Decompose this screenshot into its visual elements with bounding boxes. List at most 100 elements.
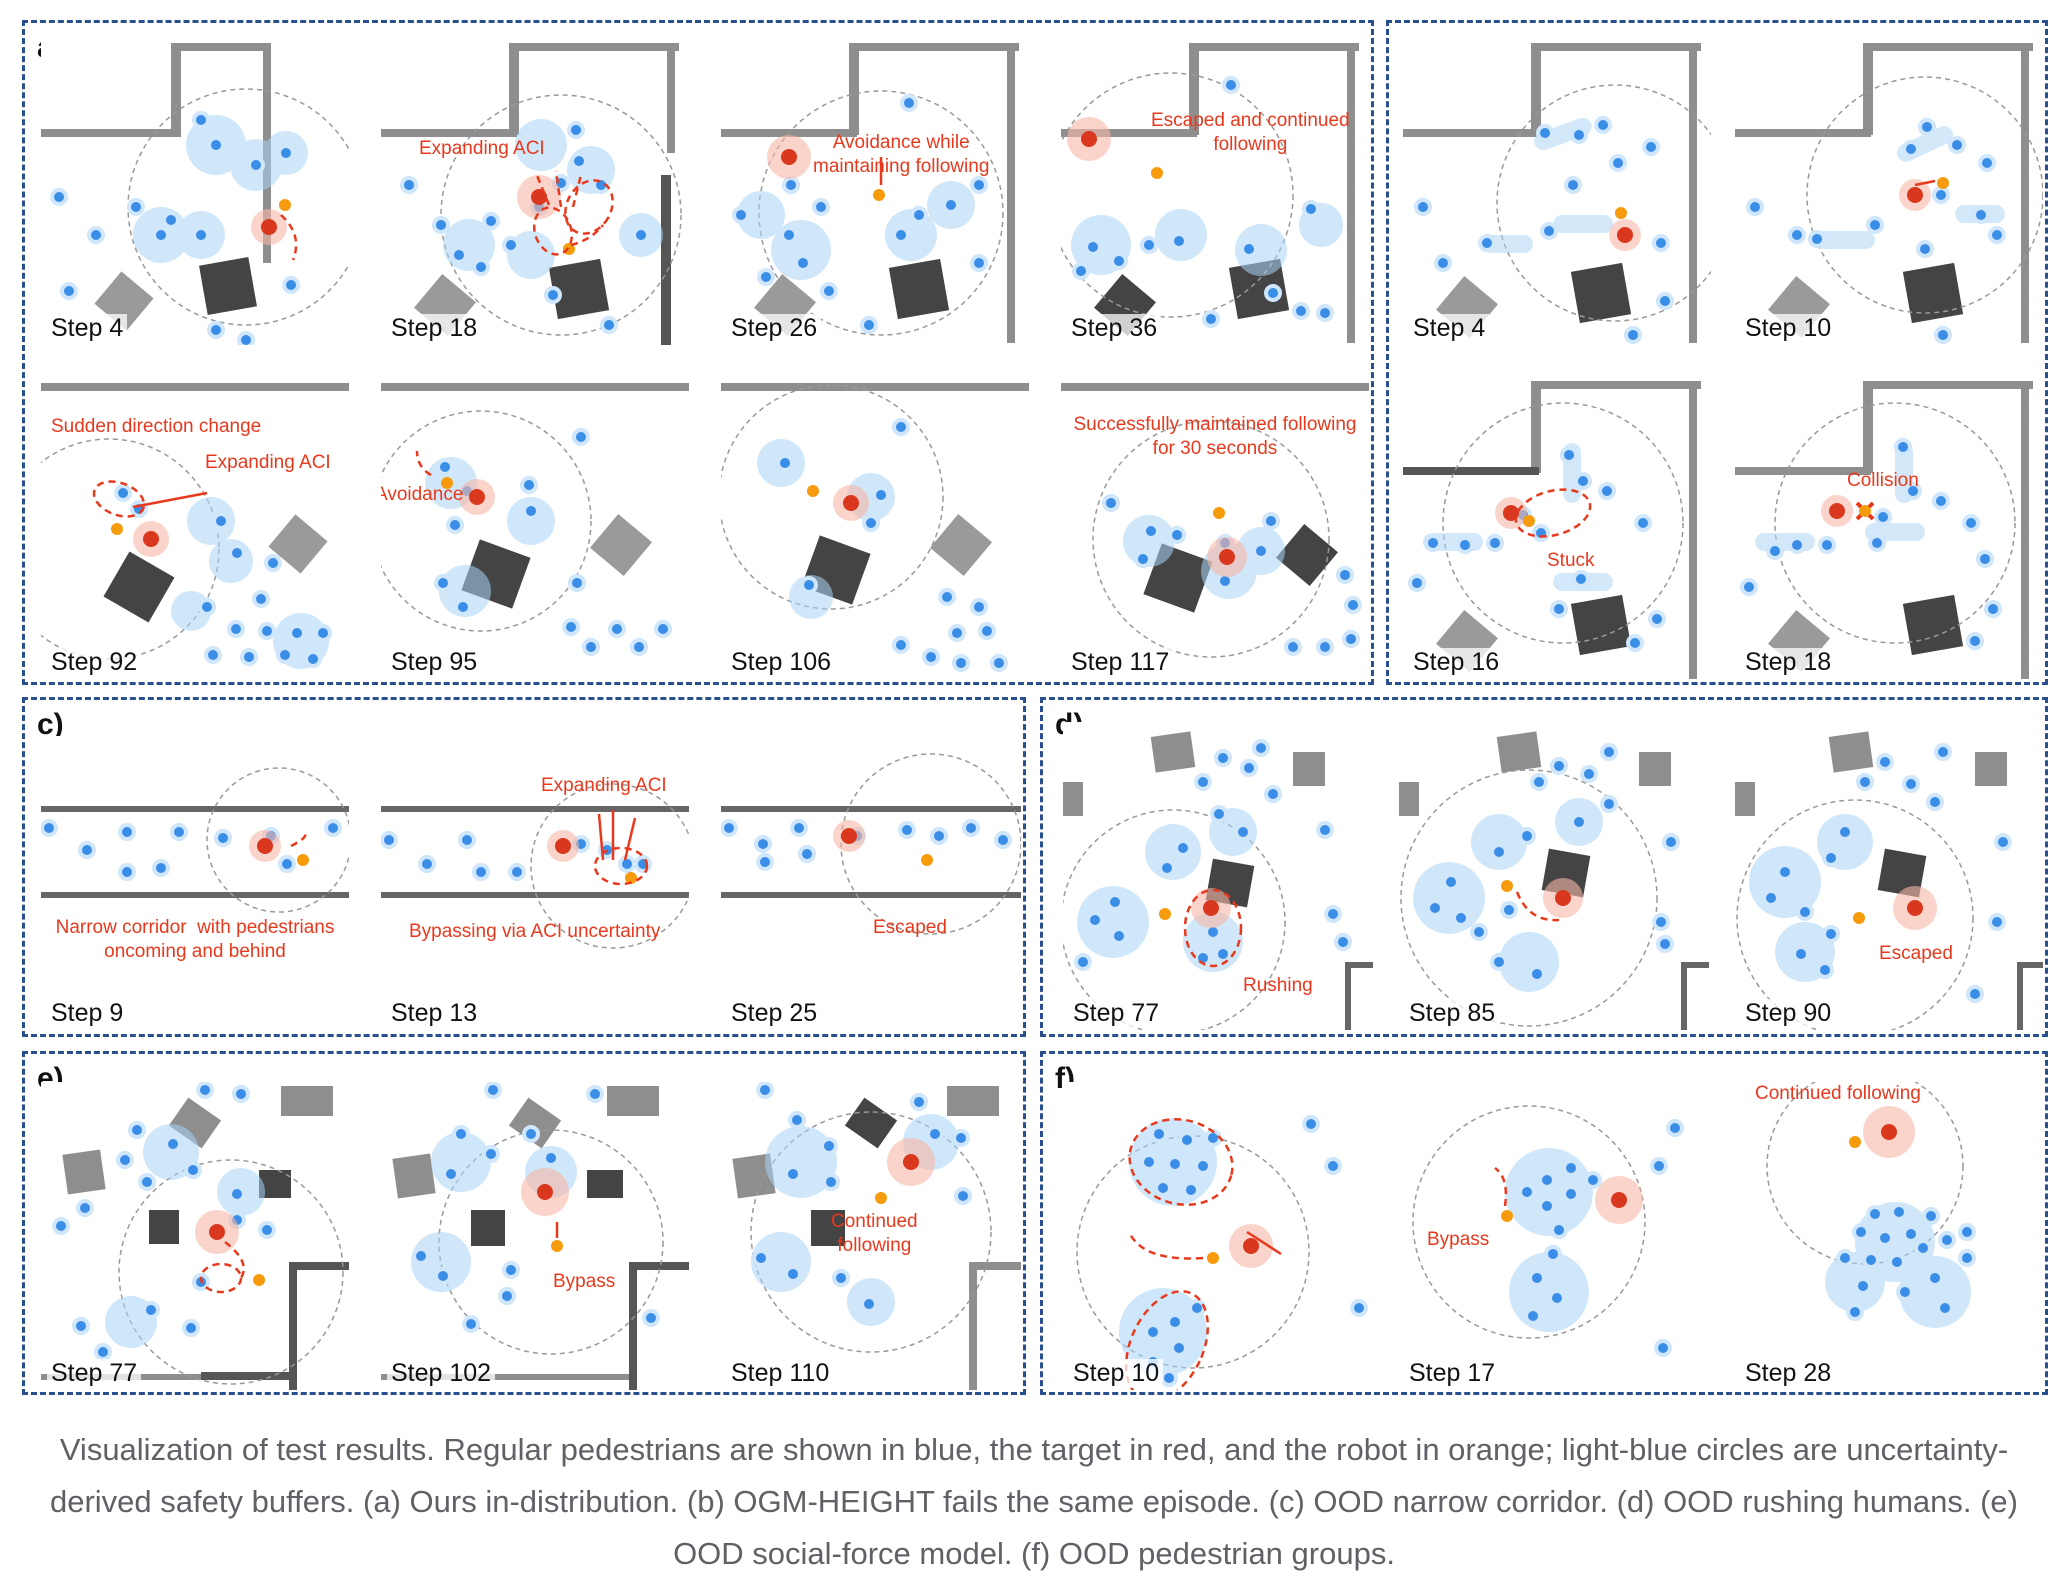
step-label: Step 13 — [387, 999, 482, 1028]
obstacle — [1403, 129, 1539, 137]
obstacle — [721, 806, 1021, 812]
robot — [1859, 505, 1871, 517]
target — [767, 135, 811, 179]
aci-circle — [440, 94, 682, 336]
robot — [1615, 207, 1627, 219]
obstacle — [661, 175, 671, 345]
obstacle — [607, 1086, 659, 1116]
obstacle — [289, 1262, 297, 1390]
scene-panel: Step 85 — [1399, 722, 1709, 1030]
obstacle — [1975, 752, 2007, 786]
pedestrian — [752, 1082, 972, 1313]
obstacle — [1902, 262, 1964, 324]
obstacle — [281, 1086, 333, 1116]
robot — [1501, 880, 1513, 892]
obstacle — [62, 1149, 106, 1195]
aci-expansion-ellipses — [1514, 488, 1592, 538]
target — [1893, 886, 1937, 930]
target — [1229, 1224, 1273, 1268]
scene-panel: Avoidance Step 95 — [381, 371, 689, 679]
step-label: Step 77 — [1069, 999, 1164, 1028]
pedestrian — [1140, 1115, 1368, 1387]
aci-circle — [118, 1159, 344, 1385]
robot — [921, 854, 933, 866]
robot — [1501, 1210, 1513, 1222]
obstacle — [41, 806, 349, 812]
annotation-text: Expanding ACI — [541, 775, 667, 796]
step-label: Step 9 — [47, 999, 128, 1028]
obstacle — [1063, 782, 1083, 816]
robot — [1159, 908, 1171, 920]
step-label: Step 4 — [47, 314, 128, 343]
obstacle — [721, 892, 1021, 898]
obstacle — [1681, 962, 1709, 968]
step-label: Step 92 — [47, 648, 142, 677]
aci-expansion-ellipses — [532, 170, 614, 256]
annotation-text: Escaped — [873, 917, 947, 938]
pedestrian — [776, 418, 1008, 672]
obstacle — [41, 892, 349, 898]
aci-circle — [1412, 1105, 1646, 1339]
trajectory-arrow — [415, 450, 432, 477]
target — [459, 479, 495, 515]
pedestrian — [1074, 739, 1352, 971]
scene-panel: Expanding ACI Step 18 — [381, 35, 689, 345]
aci-circle — [758, 90, 1004, 336]
robot — [875, 1192, 887, 1204]
robot — [1849, 1136, 1861, 1148]
obstacle — [548, 258, 610, 320]
obstacle — [1531, 43, 1701, 51]
robot — [1523, 515, 1535, 527]
pedestrian — [50, 111, 300, 345]
annotation-text: Narrow corridor with pedestrians oncomin… — [55, 917, 335, 962]
aci-expansion-ellipses — [199, 1262, 243, 1294]
scene-panel: Step 10 — [1735, 35, 2043, 345]
target — [833, 485, 869, 521]
group-f: f) Step 10 — [1040, 1051, 2048, 1395]
obstacle — [508, 1097, 562, 1149]
aci-circle — [1806, 76, 2043, 314]
target — [1207, 537, 1247, 577]
scene-panel: Step 77 — [41, 1082, 349, 1390]
obstacle — [888, 258, 950, 320]
aci-circle — [206, 767, 349, 913]
figure-frame: a) Step 4 — [22, 20, 2048, 1395]
aci-circle — [721, 384, 944, 610]
target — [1899, 179, 1931, 211]
step-label: Step 17 — [1405, 1359, 1500, 1388]
target — [133, 521, 169, 557]
obstacle — [1496, 731, 1542, 773]
annotation-text: Continued following — [1755, 1083, 1921, 1104]
obstacle — [947, 1086, 999, 1116]
obstacle — [1150, 731, 1196, 773]
scene-panel: Escaped Step 90 — [1735, 722, 2043, 1030]
aci-circle — [1076, 1135, 1310, 1369]
obstacle — [201, 1372, 297, 1380]
aci-circle — [1061, 72, 1294, 318]
aci-circle — [1496, 84, 1711, 322]
step-label: Step 28 — [1741, 1359, 1836, 1388]
pedestrian — [1740, 438, 2002, 650]
aci-circle — [840, 753, 1021, 935]
aci-circle — [750, 1111, 992, 1353]
obstacle — [1345, 962, 1351, 1030]
target — [1495, 497, 1527, 529]
group-b: b) Step 4 — [1386, 20, 2048, 685]
obstacle — [268, 514, 328, 574]
pedestrian — [434, 428, 672, 656]
scene-panel: Avoidance while maintaining following St… — [721, 35, 1029, 345]
pedestrian — [1072, 76, 1334, 328]
scene-panel: Step 4 — [41, 35, 349, 345]
aci-circle — [1063, 809, 1286, 1030]
step-label: Step 77 — [47, 1359, 142, 1388]
obstacle — [1681, 962, 1687, 1030]
obstacle — [844, 1097, 898, 1149]
obstacle — [199, 257, 257, 315]
obstacle — [1189, 43, 1199, 135]
obstacle — [168, 1097, 222, 1149]
robot — [297, 854, 309, 866]
obstacle — [1828, 731, 1874, 773]
scene-panel: Bypass Step 102 — [381, 1082, 689, 1390]
obstacle — [1531, 381, 1701, 389]
obstacle — [2017, 962, 2023, 1030]
